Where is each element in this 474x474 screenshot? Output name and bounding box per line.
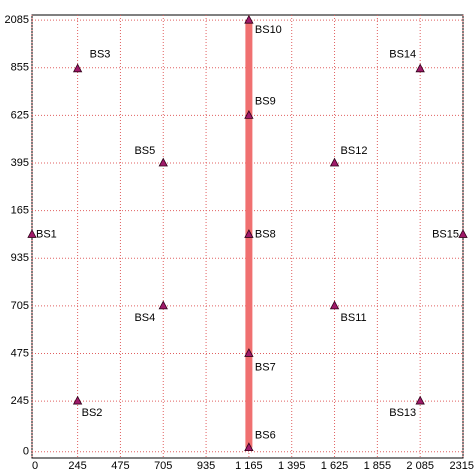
station-label: BS3 [90, 49, 111, 61]
station-label: BS13 [389, 407, 416, 419]
x-tick-label: 475 [111, 460, 129, 472]
y-tick-label: 165 [11, 205, 29, 217]
station-label: BS1 [36, 228, 57, 240]
station-marker [329, 157, 340, 167]
station-marker [244, 229, 254, 238]
y-tick-label: 625 [11, 109, 29, 121]
station-label: BS2 [82, 407, 103, 419]
station-label: BS14 [389, 49, 416, 61]
x-tick-label: 245 [68, 460, 86, 472]
station-label: BS11 [341, 312, 367, 324]
station-marker [72, 63, 83, 73]
station-marker [244, 110, 254, 119]
station-marker [72, 395, 83, 405]
station-marker [458, 229, 468, 238]
station-marker [244, 442, 254, 452]
y-tick-label: 245 [11, 395, 29, 407]
station-marker [415, 63, 425, 73]
x-tick-label: 1 855 [364, 460, 392, 472]
y-tick-label: 395 [11, 157, 29, 169]
x-tick-label: 1 395 [278, 460, 306, 472]
station-label: BS9 [255, 95, 276, 107]
station-marker [329, 300, 340, 310]
station-label: BS8 [255, 228, 276, 240]
x-tick-label: 935 [197, 460, 215, 472]
station-marker [158, 157, 168, 167]
y-tick-label: 475 [11, 347, 29, 359]
station-marker [244, 348, 254, 357]
y-tick-label: 0 [23, 446, 29, 458]
station-label: BS5 [134, 145, 155, 157]
station-marker [244, 14, 254, 24]
x-tick-label: 705 [154, 460, 172, 472]
station-marker [415, 395, 425, 405]
station-marker [158, 300, 168, 310]
station-label: BS7 [255, 361, 276, 373]
station-label: BS15 [432, 228, 459, 240]
x-tick-label: 1 165 [235, 460, 263, 472]
station-marker [27, 229, 37, 238]
x-tick-label: 0 [32, 460, 38, 472]
x-tick-label: 2 085 [406, 460, 434, 472]
y-tick-label: 855 [11, 62, 29, 74]
station-label: BS10 [255, 24, 282, 36]
x-tick-label: 1 625 [321, 460, 349, 472]
station-label: BS12 [341, 145, 368, 157]
station-label: BS6 [255, 430, 276, 442]
station-label: BS4 [134, 312, 155, 324]
y-tick-label: 2085 [5, 14, 29, 26]
x-tick-label: 2315 [450, 460, 474, 472]
y-tick-label: 705 [11, 300, 29, 312]
y-tick-label: 935 [11, 252, 29, 264]
